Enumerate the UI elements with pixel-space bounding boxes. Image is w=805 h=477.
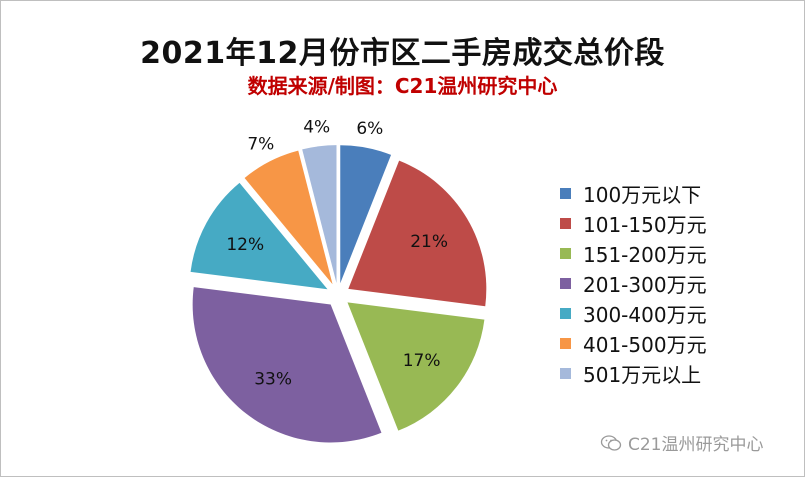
legend-swatch — [560, 187, 571, 199]
pie-labels: 6% 21% 17% 33% 12% 7% 4% — [226, 117, 448, 389]
legend-label: 101-150万元 — [583, 212, 707, 237]
legend-swatch — [560, 367, 571, 379]
legend-label: 300-400万元 — [583, 302, 707, 327]
pie-slice — [302, 145, 337, 284]
legend-item: 100万元以下 — [560, 178, 707, 208]
legend-swatch — [560, 307, 571, 319]
slice-label: 12% — [226, 235, 264, 255]
slice-label: 6% — [356, 119, 383, 139]
pie-slice — [192, 287, 382, 443]
watermark-text: C21温州研究中心 — [628, 435, 764, 455]
pie-slice — [190, 182, 328, 290]
pie-slice — [348, 160, 487, 307]
chart-title: 2021年12月份市区二手房成交总价段 — [140, 36, 665, 71]
legend-label: 501万元以上 — [583, 362, 702, 387]
legend-label: 151-200万元 — [583, 242, 707, 267]
wechat-icon — [600, 434, 622, 451]
legend-item: 401-500万元 — [560, 328, 707, 358]
pie-slice — [340, 145, 392, 284]
slice-label: 33% — [254, 370, 292, 390]
legend-swatch — [560, 247, 571, 259]
pie-slice — [347, 302, 485, 431]
pie-slice — [244, 150, 333, 285]
chart-legend: 100万元以下 101-150万元 151-200万元 201-300万元 300-40… — [560, 178, 707, 388]
legend-label: 100万元以下 — [583, 182, 702, 207]
legend-item: 101-150万元 — [560, 208, 707, 238]
legend-item: 151-200万元 — [560, 238, 707, 268]
legend-swatch — [560, 337, 571, 349]
watermark: C21温州研究中心 — [600, 430, 764, 455]
slice-label: 7% — [247, 135, 274, 155]
slice-label: 4% — [303, 117, 330, 137]
legend-swatch — [560, 217, 571, 229]
legend-label: 201-300万元 — [583, 272, 707, 297]
legend-swatch — [560, 277, 571, 289]
slice-label: 21% — [410, 232, 448, 252]
legend-item: 501万元以上 — [560, 358, 707, 388]
slice-label: 17% — [403, 351, 441, 371]
legend-item: 300-400万元 — [560, 298, 707, 328]
pie-slices — [190, 145, 487, 443]
legend-item: 201-300万元 — [560, 268, 707, 298]
chart-subtitle: 数据来源/制图：C21温州研究中心 — [247, 74, 558, 98]
legend-label: 401-500万元 — [583, 332, 707, 357]
